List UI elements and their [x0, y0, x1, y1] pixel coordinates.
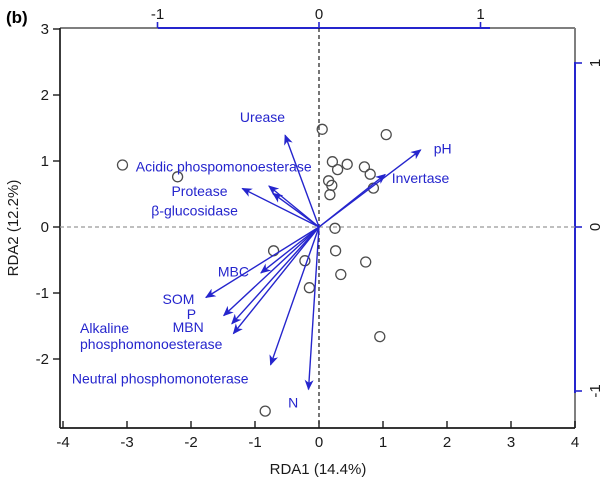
- site-point: [374, 330, 386, 343]
- arrow-label: pH: [434, 140, 452, 156]
- env-arrow-invertase: [318, 173, 386, 228]
- arrow-label: MBN: [173, 319, 204, 335]
- arrow-label: Acidic phospomonoesterase: [136, 158, 312, 174]
- x-tick-label: -1: [248, 434, 261, 451]
- top-tick-label: 0: [315, 6, 323, 23]
- arrow-label: Invertase: [392, 170, 450, 186]
- x-tick-label: 4: [571, 434, 579, 451]
- site-point: [341, 158, 353, 170]
- site-point: [171, 171, 184, 183]
- arrow-label: P: [187, 306, 196, 322]
- env-arrow-mbn: [231, 226, 320, 325]
- x-tick-label: 2: [443, 434, 451, 451]
- y-tick-label: 1: [41, 153, 49, 170]
- y-tick-label: 3: [41, 21, 49, 38]
- y-axis-title: RDA2 (12.2%): [5, 179, 22, 277]
- env-arrow-n: [304, 226, 320, 391]
- site-point: [329, 245, 342, 257]
- site-point: [380, 128, 392, 141]
- site-point: [358, 161, 371, 173]
- panel-label: (b): [6, 8, 28, 27]
- y-tick-label: -2: [36, 351, 49, 368]
- arrow-label: SOM: [163, 291, 195, 307]
- x-tick-label: 0: [315, 434, 323, 451]
- arrow-label: MBC: [218, 263, 249, 279]
- site-point: [360, 256, 372, 268]
- arrow-label: Alkaline: [80, 320, 129, 336]
- site-point: [267, 245, 280, 257]
- right-tick-label: -1: [587, 384, 604, 397]
- x-tick-label: -4: [56, 434, 69, 451]
- site-point: [324, 189, 336, 201]
- site-point: [364, 168, 376, 180]
- arrow-label: β-glucosidase: [151, 203, 238, 219]
- x-tick-label: 3: [507, 434, 515, 451]
- site-point: [316, 123, 328, 135]
- top-tick-label: -1: [151, 6, 164, 23]
- env-arrow-protease: [241, 187, 320, 228]
- env-arrow-som: [205, 226, 320, 299]
- env-arrow-mbc: [260, 226, 320, 274]
- arrow-label: phosphomonoesterase: [80, 336, 223, 352]
- arrow-label: N: [288, 395, 298, 411]
- x-tick-label: 1: [379, 434, 387, 451]
- env-arrow-urease: [284, 134, 320, 228]
- y-tick-label: 0: [41, 219, 49, 236]
- right-tick-label: 0: [587, 223, 604, 231]
- y-tick-label: -1: [36, 285, 49, 302]
- env-arrow-alkaline-phosphomonoesterase: [232, 226, 320, 335]
- site-point: [331, 163, 344, 176]
- right-tick-label: 1: [587, 59, 604, 67]
- y-tick-label: 2: [41, 87, 49, 104]
- site-point: [303, 282, 316, 294]
- arrow-label: Protease: [171, 183, 227, 199]
- env-arrow-neutral-phosphomonoterase: [269, 226, 320, 366]
- site-point: [116, 159, 129, 171]
- site-point: [259, 405, 271, 417]
- top-tick-label: 1: [476, 6, 484, 23]
- env-arrow-p: [222, 226, 320, 317]
- env-arrow--glucosidase: [272, 192, 320, 228]
- arrow-label: Neutral phosphomonoterase: [72, 371, 249, 387]
- site-point: [335, 268, 347, 281]
- arrow-label: Urease: [240, 109, 285, 125]
- x-tick-label: -3: [120, 434, 133, 451]
- x-tick-label: -2: [184, 434, 197, 451]
- site-point: [329, 222, 341, 234]
- x-axis-title: RDA1 (14.4%): [269, 461, 367, 478]
- site-point: [326, 156, 339, 168]
